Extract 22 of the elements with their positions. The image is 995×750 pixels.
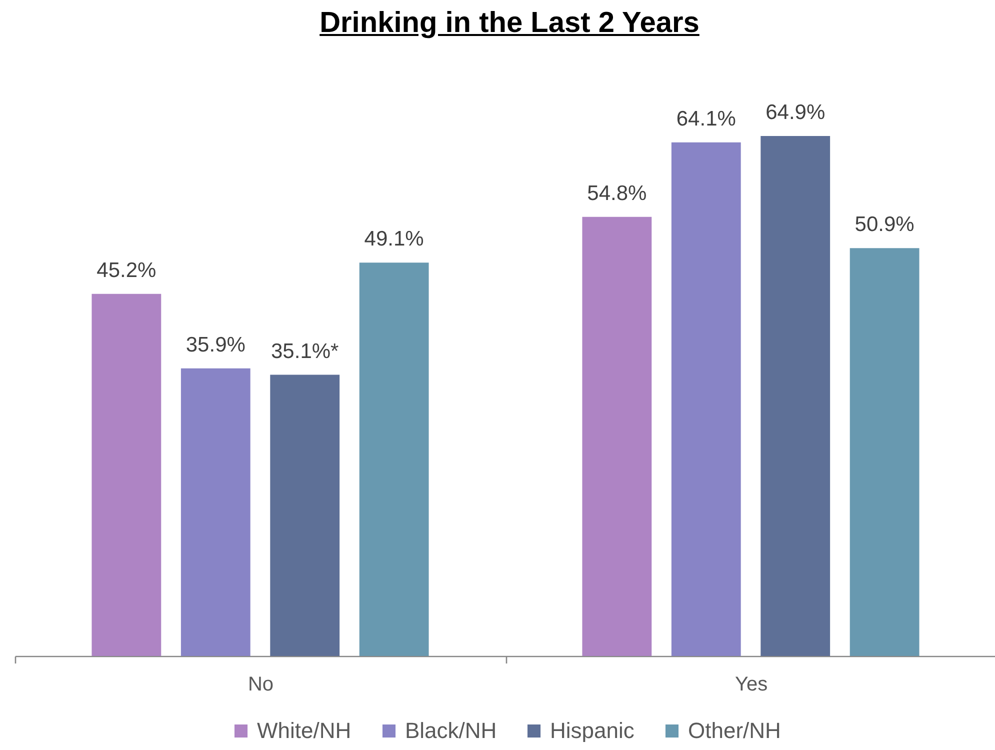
x-tick-label: Yes [734, 674, 768, 696]
bar [582, 216, 652, 656]
bar [180, 368, 250, 656]
bar [359, 262, 429, 656]
data-label: 45.2% [96, 258, 156, 282]
bar [671, 142, 741, 656]
bar [760, 136, 830, 656]
data-label: 64.9% [766, 101, 826, 124]
data-label: 35.1%* [271, 340, 339, 363]
data-label: 54.8% [587, 182, 647, 205]
legend-label: Black/NH [405, 718, 497, 743]
data-label: 49.1% [364, 228, 424, 251]
legend-label: White/NH [257, 718, 352, 743]
x-tick-label: No [248, 674, 274, 696]
legend-label: Other/NH [688, 718, 781, 743]
data-label: 64.1% [676, 107, 736, 130]
data-label: 35.9% [186, 333, 246, 356]
chart-title: Drinking in the Last 2 Years [318, 6, 700, 41]
bar [270, 374, 340, 656]
bar [92, 294, 162, 656]
data-label: 50.9% [854, 213, 914, 236]
bar [850, 248, 920, 656]
